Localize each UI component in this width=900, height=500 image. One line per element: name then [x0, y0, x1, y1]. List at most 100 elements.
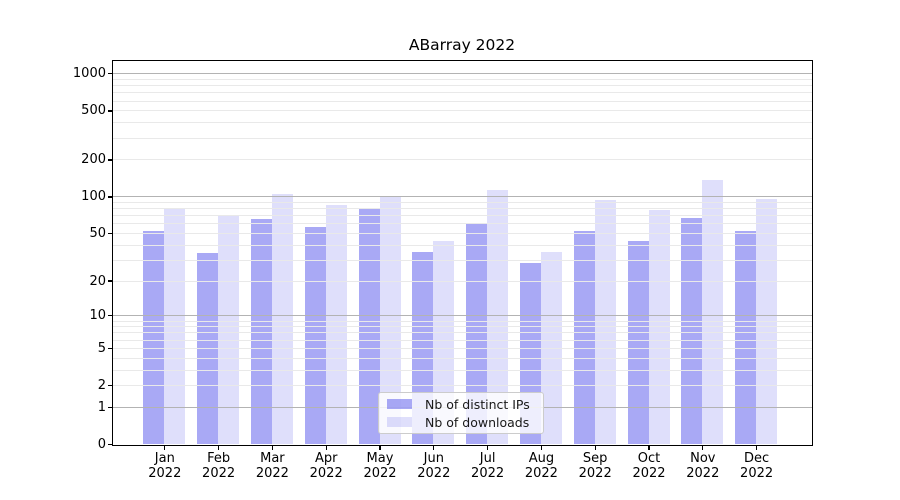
- bar-jul-downloads: [487, 190, 509, 444]
- xtick-year-jan: 2022: [148, 465, 182, 481]
- ytick-label-50: 50: [89, 226, 106, 241]
- gridline-minor-90: [113, 202, 812, 203]
- xtick-month-sep: Sep: [582, 451, 608, 466]
- gridline-minor-800: [113, 85, 812, 87]
- ytick-mark-100: [108, 196, 112, 198]
- ytick-mark-5: [108, 347, 112, 350]
- gridline-minor-500: [113, 110, 812, 112]
- gridline-minor-50: [113, 233, 812, 234]
- xtick-mark-jan: [164, 446, 166, 450]
- bar-mar-distinct-ips: [250, 219, 272, 444]
- xtick-year-aug: 2022: [524, 465, 558, 481]
- bar-oct-distinct-ips: [627, 241, 649, 444]
- bar-sep-distinct-ips: [573, 231, 595, 444]
- gridline-minor-7: [113, 332, 812, 334]
- bar-jan-downloads: [164, 208, 186, 444]
- xtick-label-jul: Jul 2022: [457, 451, 519, 481]
- xtick-year-oct: 2022: [632, 465, 666, 481]
- xtick-year-nov: 2022: [686, 465, 720, 481]
- xtick-mark-oct: [648, 446, 650, 450]
- xtick-label-oct: Oct 2022: [618, 451, 680, 481]
- xtick-mark-feb: [217, 446, 220, 450]
- xtick-label-dec: Dec 2022: [726, 451, 788, 481]
- legend-item-distinct-ips: Nb of distinct IPs: [387, 397, 535, 412]
- ytick-label-1: 1: [97, 399, 106, 415]
- legend-swatch-downloads: [387, 417, 412, 427]
- xtick-label-jan: Jan 2022: [134, 451, 196, 481]
- ytick-label-500: 500: [81, 103, 106, 119]
- xtick-label-may: May 2022: [349, 451, 411, 481]
- xtick-year-may: 2022: [363, 465, 397, 481]
- gridline-minor-9: [113, 320, 812, 322]
- bar-mar-downloads: [271, 194, 293, 444]
- xtick-mark-jul: [486, 446, 489, 450]
- ytick-mark-10: [108, 315, 112, 317]
- gridline-major-1000: [113, 73, 812, 75]
- xtick-year-apr: 2022: [309, 465, 343, 481]
- gridline-minor-60: [113, 223, 812, 225]
- xtick-year-mar: 2022: [255, 465, 289, 481]
- xtick-month-apr: Apr: [314, 451, 338, 466]
- xtick-label-aug: Aug 2022: [510, 451, 572, 481]
- xtick-mark-dec: [755, 446, 758, 450]
- legend-label-distinct-ips: Nb of distinct IPs: [425, 396, 530, 412]
- xtick-year-sep: 2022: [578, 465, 612, 481]
- gridline-minor-6: [113, 339, 812, 341]
- xtick-month-jan: Jan: [154, 451, 175, 466]
- xtick-mark-may: [379, 446, 381, 450]
- gridline-minor-900: [113, 79, 812, 80]
- xtick-label-sep: Sep 2022: [564, 451, 626, 481]
- xtick-month-aug: Aug: [528, 451, 555, 466]
- xtick-year-dec: 2022: [740, 465, 774, 481]
- bar-aug-downloads: [540, 251, 562, 444]
- gridline-minor-700: [113, 92, 812, 94]
- ytick-label-1000: 1000: [72, 66, 106, 82]
- bar-may-distinct-ips: [358, 208, 380, 444]
- bar-jan-distinct-ips: [143, 231, 165, 444]
- xtick-month-may: May: [366, 451, 394, 466]
- gridline-minor-80: [113, 208, 812, 210]
- ytick-mark-1: [108, 406, 112, 408]
- xtick-label-apr: Apr 2022: [295, 451, 357, 481]
- xtick-month-feb: Feb: [207, 451, 231, 466]
- xtick-year-jul: 2022: [471, 465, 505, 481]
- gridline-minor-200: [113, 159, 812, 161]
- xtick-month-nov: Nov: [690, 451, 716, 466]
- plot-area: Nb of distinct IPs Nb of downloads: [112, 60, 813, 446]
- legend: Nb of distinct IPs Nb of downloads: [378, 392, 544, 434]
- xtick-label-mar: Mar 2022: [241, 451, 303, 481]
- bar-sep-downloads: [594, 199, 616, 444]
- bar-may-downloads: [379, 196, 401, 444]
- bar-feb-downloads: [218, 216, 240, 444]
- chart-title: ABarray 2022: [408, 36, 516, 54]
- gridline-minor-3: [113, 369, 812, 371]
- gridline-major-10: [113, 315, 812, 317]
- ytick-mark-20: [108, 280, 112, 282]
- legend-label-downloads: Nb of downloads: [425, 414, 530, 430]
- gridline-minor-600: [113, 100, 812, 102]
- legend-swatch-distinct-ips: [387, 399, 412, 409]
- xtick-month-jun: Jun: [423, 451, 444, 466]
- ytick-label-20: 20: [89, 273, 106, 289]
- ytick-mark-0: [108, 443, 112, 446]
- ytick-label-200: 200: [81, 152, 106, 168]
- ytick-label-100: 100: [81, 189, 106, 205]
- legend-item-downloads: Nb of downloads: [387, 415, 535, 430]
- xtick-mark-sep: [594, 446, 596, 450]
- ytick-label-2: 2: [97, 378, 106, 394]
- xtick-label-feb: Feb 2022: [188, 451, 250, 481]
- bar-apr-downloads: [325, 205, 347, 444]
- gridline-minor-5: [113, 347, 812, 349]
- xtick-mark-nov: [702, 446, 704, 450]
- gridline-minor-70: [113, 215, 812, 217]
- xtick-month-mar: Mar: [260, 451, 285, 466]
- gridline-minor-400: [113, 122, 812, 124]
- bar-jul-distinct-ips: [466, 224, 488, 444]
- gridline-minor-300: [113, 137, 812, 139]
- ytick-label-5: 5: [97, 340, 106, 356]
- xtick-year-jun: 2022: [417, 465, 451, 481]
- ytick-mark-500: [108, 110, 112, 112]
- xtick-month-jul: Jul: [479, 451, 496, 466]
- gridline-minor-20: [113, 280, 812, 282]
